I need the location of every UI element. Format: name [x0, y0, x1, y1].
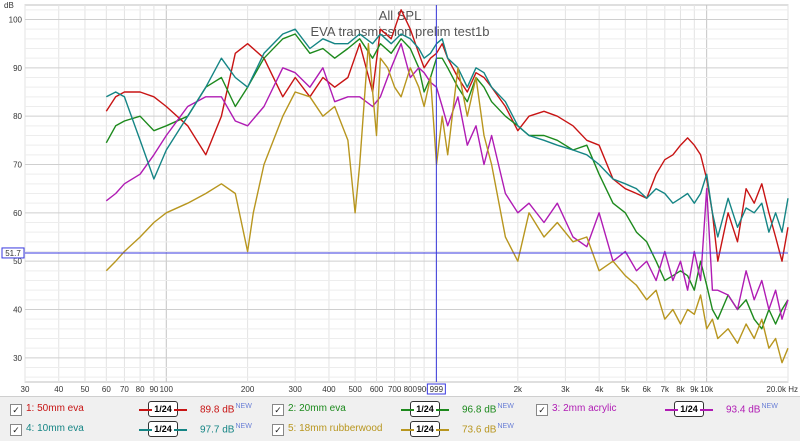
- y-tick-label: 30: [13, 354, 22, 363]
- x-tick-label: 100: [160, 385, 174, 394]
- legend-item-50mm-eva: ✓ 1: 50mm eva 1/24 89.8 dBNEW: [10, 399, 270, 419]
- y-tick-label: 90: [13, 64, 22, 73]
- checkbox-10mm-eva[interactable]: ✓: [10, 424, 22, 436]
- x-tick-label: 800: [404, 385, 418, 394]
- series-name-2mm-acrylic: 3: 2mm acrylic: [552, 403, 617, 414]
- y-tick-label: 80: [13, 112, 22, 121]
- series-line: [105, 33, 789, 330]
- series-name-20mm-eva: 2: 20mm eva: [288, 403, 346, 414]
- x-tick-label: 40: [54, 385, 63, 394]
- level-10mm-eva: 97.7 dBNEW: [200, 423, 252, 436]
- x-tick-label: 500: [348, 385, 362, 394]
- cursor-x-label: 999: [430, 385, 444, 394]
- y-axis-unit: dB: [4, 1, 14, 10]
- cursor[interactable]: 999 51.7: [1, 5, 788, 395]
- series-name-18mm-rubberwood: 5: 18mm rubberwood: [288, 423, 383, 434]
- x-tick-label: 900: [417, 385, 431, 394]
- y-tick-label: 60: [13, 209, 22, 218]
- cursor-y-box: [1, 247, 25, 259]
- x-tick-label: 200: [241, 385, 255, 394]
- chart-title: All SPL: [379, 8, 422, 23]
- checkbox-2mm-acrylic[interactable]: ✓: [536, 404, 548, 416]
- x-tick-label: 80: [136, 385, 145, 394]
- x-tick-label: 5k: [621, 385, 630, 394]
- y-tick-label: 40: [13, 306, 22, 315]
- series-lines: [105, 9, 789, 364]
- y-tick-label: 70: [13, 161, 22, 170]
- x-tick-label: 70: [120, 385, 129, 394]
- x-tick-label: 700: [388, 385, 402, 394]
- legend-item-20mm-eva: ✓ 2: 20mm eva 1/24 96.8 dBNEW: [272, 399, 532, 419]
- x-tick-label: 600: [370, 385, 384, 394]
- checkbox-18mm-rubberwood[interactable]: ✓: [272, 424, 284, 436]
- x-tick-label: 400: [322, 385, 336, 394]
- x-tick-label: 60: [102, 385, 111, 394]
- legend-item-18mm-rubberwood: ✓ 5: 18mm rubberwood 1/24 73.6 dBNEW: [272, 419, 532, 439]
- checkbox-50mm-eva[interactable]: ✓: [10, 404, 22, 416]
- x-tick-label: 7k: [661, 385, 670, 394]
- level-20mm-eva: 96.8 dBNEW: [462, 403, 514, 416]
- x-tick-label: 9k: [690, 385, 699, 394]
- x-tick-label: 6k: [642, 385, 651, 394]
- smoothing-button-10mm-eva[interactable]: 1/24: [139, 421, 187, 437]
- x-tick-label: 90: [149, 385, 158, 394]
- x-tick-label: 10k: [700, 385, 714, 394]
- chart-subtitle: EVA transmission prelim test1b: [311, 24, 490, 39]
- chart-grid: [24, 4, 789, 383]
- legend-item-2mm-acrylic: ✓ 3: 2mm acrylic 1/24 93.4 dBNEW: [536, 399, 796, 419]
- smoothing-button-50mm-eva[interactable]: 1/24: [139, 401, 187, 417]
- legend-row-1: ✓ 1: 50mm eva 1/24 89.8 dBNEW ✓ 2: 20mm …: [0, 399, 800, 419]
- legend-row-2: ✓ 4: 10mm eva 1/24 97.7 dBNEW ✓ 5: 18mm …: [0, 419, 800, 439]
- checkbox-20mm-eva[interactable]: ✓: [272, 404, 284, 416]
- level-2mm-acrylic: 93.4 dBNEW: [726, 403, 778, 416]
- y-tick-labels: 30 40 50 60 70 80 90 100: [9, 16, 23, 363]
- series-line: [105, 43, 789, 320]
- legend-panel: ✓ 1: 50mm eva 1/24 89.8 dBNEW ✓ 2: 20mm …: [0, 396, 800, 441]
- x-tick-label: 50: [80, 385, 89, 394]
- x-tick-labels: 30 40 50 60 70 80 90 100 200 300 400 500 600 700 800 90…: [21, 385, 798, 394]
- cursor-x-box: [426, 383, 446, 395]
- cursor-y-label: 51.7: [5, 249, 21, 258]
- series-name-50mm-eva: 1: 50mm eva: [26, 403, 84, 414]
- smoothing-button-20mm-eva[interactable]: 1/24: [401, 401, 449, 417]
- smoothing-button-2mm-acrylic[interactable]: 1/24: [665, 401, 713, 417]
- y-tick-label: 100: [9, 16, 23, 25]
- spl-chart: All SPL EVA transmission prelim test1b d…: [1, 1, 798, 395]
- legend-item-10mm-eva: ✓ 4: 10mm eva 1/24 97.7 dBNEW: [10, 419, 270, 439]
- x-tick-label: 4k: [595, 385, 604, 394]
- x-tick-label: 8k: [676, 385, 685, 394]
- y-tick-label: 50: [13, 257, 22, 266]
- x-tick-label: 300: [289, 385, 303, 394]
- series-line: [105, 43, 789, 364]
- level-50mm-eva: 89.8 dBNEW: [200, 403, 252, 416]
- x-tick-label: 3k: [561, 385, 570, 394]
- x-tick-label: 20.0k Hz: [766, 385, 798, 394]
- level-18mm-rubberwood: 73.6 dBNEW: [462, 423, 514, 436]
- series-line: [105, 28, 789, 238]
- x-tick-label: 2k: [514, 385, 523, 394]
- x-tick-label: 30: [21, 385, 30, 394]
- series-name-10mm-eva: 4: 10mm eva: [26, 423, 84, 434]
- smoothing-button-18mm-rubberwood[interactable]: 1/24: [401, 421, 449, 437]
